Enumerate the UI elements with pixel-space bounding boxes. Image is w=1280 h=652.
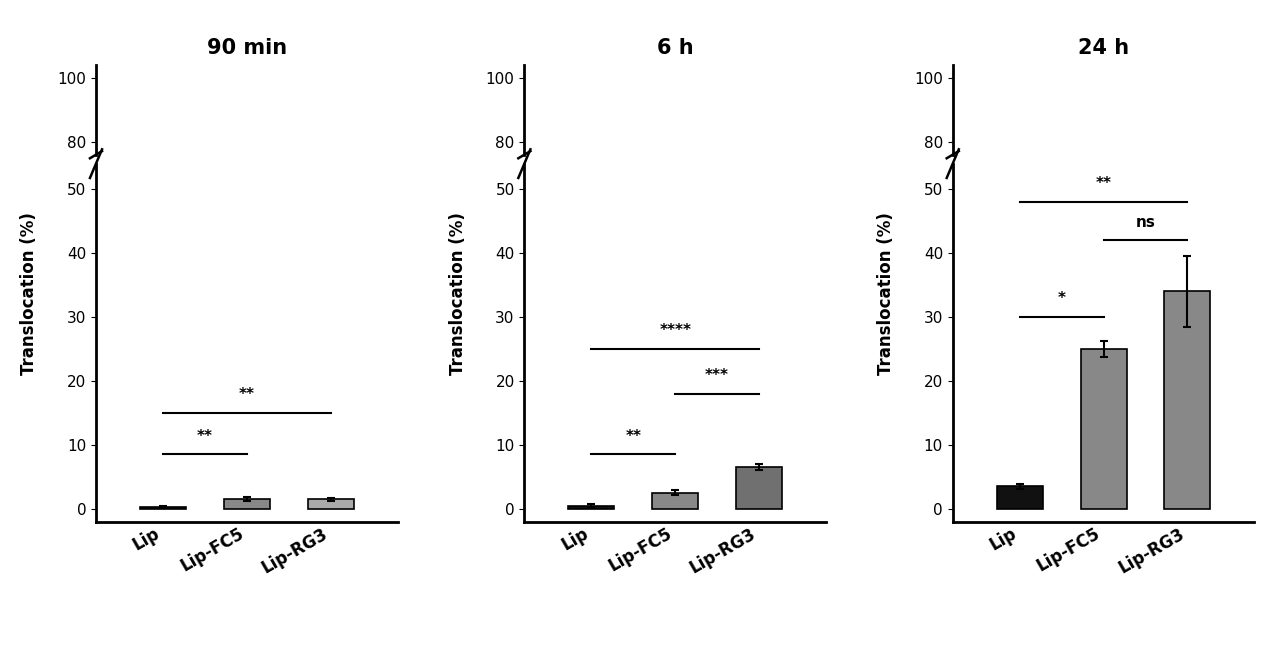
Text: **: **	[1096, 176, 1111, 191]
Bar	[224, 499, 270, 509]
Bar	[652, 493, 699, 509]
Text: *: *	[1057, 291, 1066, 306]
Text: ****: ****	[659, 323, 691, 338]
Bar	[140, 396, 186, 398]
Bar	[568, 396, 614, 398]
Title: 24 h: 24 h	[1078, 38, 1129, 58]
Bar	[307, 499, 353, 509]
Bar	[736, 467, 782, 509]
Text: **: **	[239, 387, 255, 402]
Title: 90 min: 90 min	[207, 38, 287, 58]
Bar	[1080, 318, 1126, 398]
Bar	[1165, 289, 1211, 398]
Text: **: **	[626, 429, 641, 444]
Bar	[997, 387, 1043, 398]
Bar	[652, 390, 699, 398]
Bar	[736, 377, 782, 398]
Bar	[140, 507, 186, 509]
Title: 6 h: 6 h	[657, 38, 694, 58]
Bar	[568, 505, 614, 509]
Bar	[1165, 291, 1211, 509]
Text: Translocation (%): Translocation (%)	[877, 212, 895, 375]
Text: Translocation (%): Translocation (%)	[449, 212, 467, 375]
Text: ***: ***	[705, 368, 730, 383]
Text: ns: ns	[1135, 215, 1156, 230]
Bar	[224, 393, 270, 398]
Text: Translocation (%): Translocation (%)	[20, 212, 38, 375]
Text: **: **	[197, 429, 212, 444]
Bar	[997, 486, 1043, 509]
Bar	[1080, 349, 1126, 509]
Bar	[307, 393, 353, 398]
